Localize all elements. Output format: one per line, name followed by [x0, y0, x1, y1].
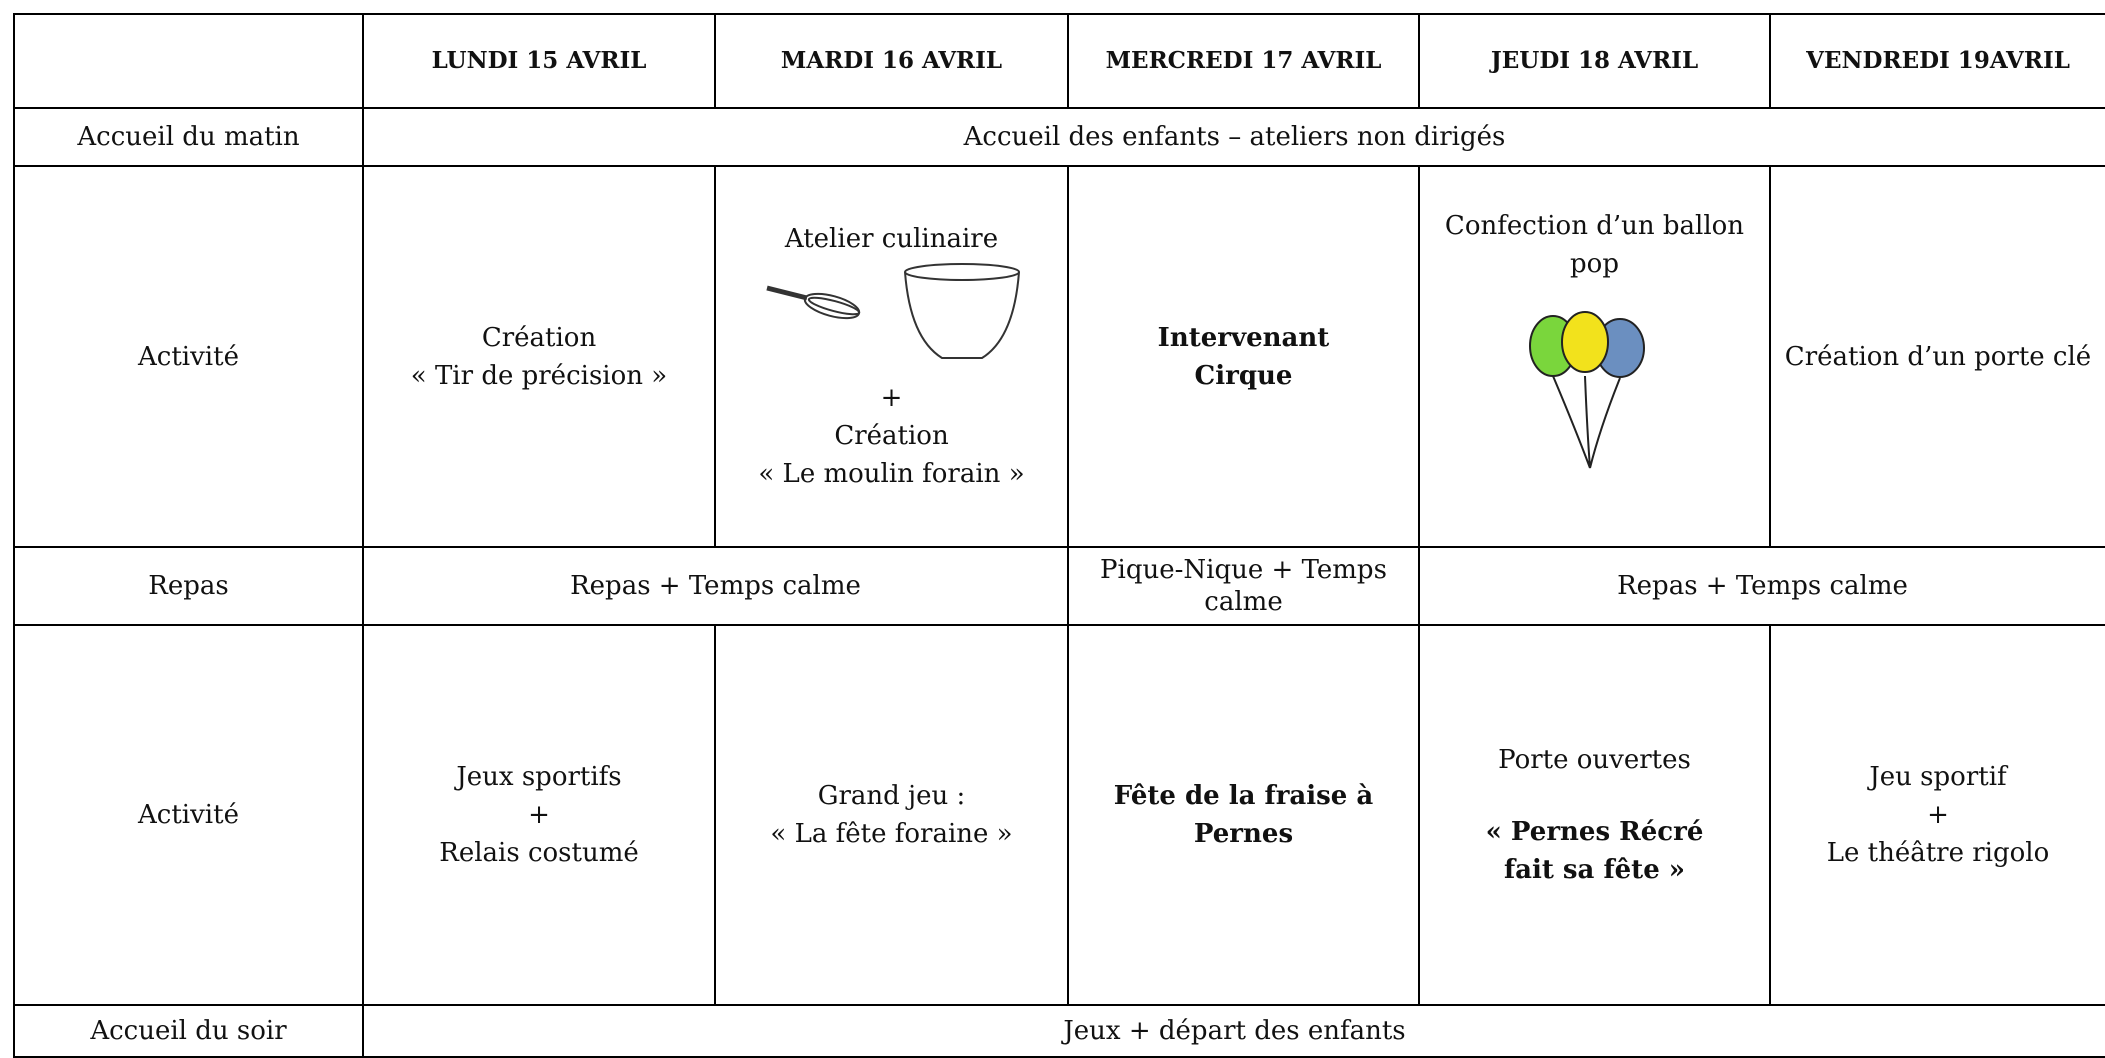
- cell: Atelier culinaire + Création « Le moulin…: [714, 165, 1069, 548]
- cell-text: Repas + Temps calme: [1617, 571, 1908, 601]
- day-header: MERCREDI 17 AVRIL: [1067, 13, 1420, 109]
- cell: Grand jeu : « La fête foraine »: [714, 624, 1069, 1006]
- cell-text: Grand jeu :: [817, 781, 966, 811]
- day-header: JEUDI 18 AVRIL: [1418, 13, 1771, 109]
- cell: Repas + Temps calme: [362, 546, 1069, 626]
- cell: Accueil des enfants – ateliers non dirig…: [362, 107, 2105, 167]
- row-label: Activité: [13, 165, 364, 548]
- row-label: Activité: [13, 624, 364, 1006]
- cell: Pique-Nique + Temps calme: [1067, 546, 1420, 626]
- cell-text: Cirque: [1194, 360, 1293, 391]
- cell: Création « Tir de précision »: [362, 165, 716, 548]
- cell-text: Repas + Temps calme: [570, 571, 861, 601]
- cell-text: « La fête foraine »: [770, 819, 1013, 849]
- cell: Jeu sportif + Le théâtre rigolo: [1769, 624, 2105, 1006]
- cell: Intervenant Cirque: [1067, 165, 1420, 548]
- header-row: LUNDI 15 AVRIL MARDI 16 AVRIL MERCREDI 1…: [13, 13, 2105, 109]
- cell-text: Jeu sportif: [1869, 762, 2007, 792]
- cell-text: « Pernes Récré fait sa fête »: [1485, 817, 1704, 885]
- row: Activité Jeux sportifs + Relais costumé Gr…: [13, 624, 2105, 1006]
- cell-text: Jeux sportifs: [456, 762, 622, 792]
- row-label: Accueil du soir: [13, 1004, 364, 1058]
- row-label: Repas: [13, 546, 364, 626]
- cell-text: Atelier culinaire: [784, 224, 999, 254]
- day-header: MARDI 16 AVRIL: [714, 13, 1069, 109]
- cell-text: +: [1927, 800, 1949, 830]
- cell-text: Intervenant: [1157, 322, 1330, 353]
- cooking-icon: [765, 263, 1020, 359]
- cell-text: Le théâtre rigolo: [1826, 838, 2050, 868]
- corner-cell: [13, 13, 364, 109]
- cell-text: Porte ouvertes: [1498, 745, 1691, 775]
- cell-text: +: [880, 383, 903, 413]
- cell: Création d’un porte clé: [1769, 165, 2105, 548]
- row: Activité Création « Tir de précision » At…: [13, 165, 2105, 548]
- row: Accueil du soir Jeux + départ des enfant…: [13, 1004, 2105, 1058]
- cell-text: Pique-Nique + Temps calme: [1100, 555, 1387, 617]
- cell-text: Création: [481, 322, 597, 353]
- row-label: Accueil du matin: [13, 107, 364, 167]
- cell: Repas + Temps calme: [1418, 546, 2105, 626]
- cell: Jeux + départ des enfants: [362, 1004, 2105, 1058]
- cell-text: « Le moulin forain »: [758, 459, 1025, 489]
- cell-text: Création d’un porte clé: [1784, 341, 2092, 372]
- cell-text: Accueil des enfants – ateliers non dirig…: [963, 122, 1506, 152]
- row: Repas Repas + Temps calme Pique-Nique + …: [13, 546, 2105, 626]
- cell: Confection d’un ballon pop: [1418, 165, 1771, 548]
- cell-text: Jeux + départ des enfants: [1063, 1016, 1406, 1046]
- cell-text: Relais costumé: [439, 838, 639, 868]
- balloons-icon: [1528, 311, 1645, 469]
- cell-text: Fête de la fraise à Pernes: [1113, 781, 1374, 849]
- row: Accueil du matin Accueil des enfants – a…: [13, 107, 2105, 167]
- cell-text: +: [528, 800, 550, 830]
- day-header: LUNDI 15 AVRIL: [362, 13, 716, 109]
- cell-text: Confection d’un ballon pop: [1444, 211, 1745, 279]
- cell-text: Création: [834, 421, 949, 451]
- schedule-table: LUNDI 15 AVRIL MARDI 16 AVRIL MERCREDI 1…: [13, 13, 2105, 1058]
- day-header: VENDREDI 19AVRIL: [1769, 13, 2105, 109]
- cell: Porte ouvertes « Pernes Récré fait sa fêt…: [1418, 624, 1771, 1006]
- cell-text: « Tir de précision »: [410, 360, 668, 391]
- cell: Fête de la fraise à Pernes: [1067, 624, 1420, 1006]
- cell: Jeux sportifs + Relais costumé: [362, 624, 716, 1006]
